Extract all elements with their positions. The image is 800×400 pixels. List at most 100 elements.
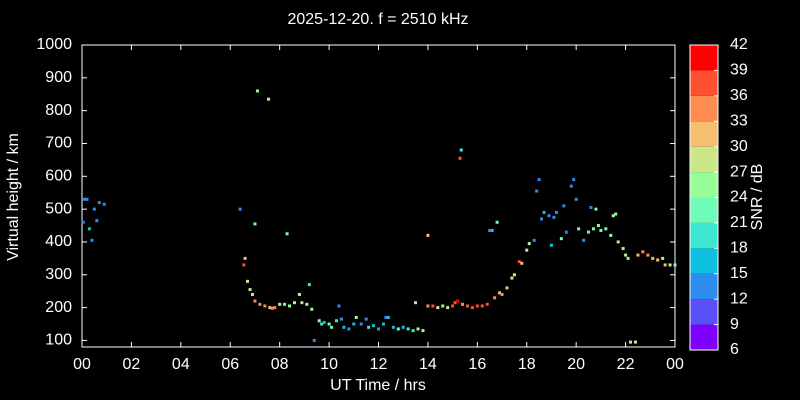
y-tick-label: 500 bbox=[45, 200, 72, 217]
data-point bbox=[493, 296, 497, 300]
x-tick-label: 18 bbox=[518, 356, 536, 373]
data-point bbox=[554, 210, 558, 214]
x-tick-label: 00 bbox=[666, 356, 684, 373]
data-point bbox=[372, 324, 376, 328]
data-point bbox=[451, 304, 455, 308]
data-point bbox=[253, 299, 257, 303]
data-point bbox=[505, 286, 509, 290]
data-point bbox=[334, 319, 338, 323]
data-point bbox=[310, 307, 314, 311]
x-tick-label: 12 bbox=[370, 356, 388, 373]
data-point bbox=[238, 207, 242, 211]
data-point bbox=[312, 338, 316, 342]
colorbar-bin bbox=[690, 45, 718, 71]
colorbar-tick-label: 12 bbox=[730, 290, 748, 307]
data-point bbox=[406, 327, 410, 331]
data-point bbox=[288, 304, 292, 308]
data-point bbox=[339, 317, 343, 321]
data-point bbox=[97, 201, 101, 205]
data-point bbox=[92, 207, 96, 211]
data-point bbox=[456, 299, 460, 303]
x-tick-label: 00 bbox=[73, 356, 91, 373]
colorbar-bin bbox=[690, 222, 718, 249]
data-point bbox=[436, 306, 440, 310]
data-point bbox=[300, 301, 304, 305]
data-point bbox=[297, 292, 301, 296]
colorbar-bin bbox=[690, 324, 718, 350]
data-point bbox=[459, 148, 463, 152]
colorbar-tick-label: 6 bbox=[730, 341, 739, 358]
data-point bbox=[426, 233, 430, 237]
y-tick-label: 300 bbox=[45, 266, 72, 283]
data-point bbox=[589, 205, 593, 209]
data-point bbox=[426, 304, 430, 308]
data-point bbox=[621, 247, 625, 251]
colorbar-tick-label: 21 bbox=[730, 214, 748, 231]
data-point bbox=[305, 302, 309, 306]
data-point bbox=[609, 233, 613, 237]
colorbar-tick-label: 18 bbox=[730, 240, 748, 257]
data-point bbox=[268, 306, 272, 310]
data-point bbox=[243, 256, 247, 260]
colorbar-bin bbox=[690, 121, 718, 147]
data-point bbox=[416, 327, 420, 331]
data-point bbox=[82, 197, 86, 201]
data-point bbox=[537, 178, 541, 182]
colorbar-tick-label: 15 bbox=[730, 265, 748, 282]
data-point bbox=[322, 320, 326, 324]
data-point bbox=[520, 261, 524, 265]
data-point bbox=[604, 227, 608, 231]
colorbar-label: SNR / dB bbox=[749, 164, 766, 231]
data-point bbox=[641, 250, 645, 254]
data-point bbox=[441, 304, 445, 308]
data-point bbox=[359, 322, 363, 326]
x-tick-label: 20 bbox=[567, 356, 585, 373]
data-point bbox=[102, 202, 106, 206]
data-point bbox=[636, 253, 640, 257]
data-point bbox=[367, 325, 371, 329]
x-tick-label: 04 bbox=[172, 356, 190, 373]
data-point bbox=[270, 306, 274, 310]
data-point bbox=[599, 228, 603, 232]
data-point bbox=[263, 304, 267, 308]
data-point bbox=[253, 222, 257, 226]
y-axis-label: Virtual height / km bbox=[5, 133, 22, 261]
data-point bbox=[446, 306, 450, 310]
data-point bbox=[569, 184, 573, 188]
x-tick-label: 08 bbox=[271, 356, 289, 373]
y-tick-label: 100 bbox=[45, 332, 72, 349]
data-point bbox=[656, 258, 660, 262]
data-point bbox=[616, 240, 620, 244]
data-point bbox=[651, 256, 655, 260]
data-point bbox=[258, 302, 262, 306]
data-point bbox=[386, 315, 390, 319]
colorbar-bin bbox=[690, 248, 718, 274]
data-point bbox=[663, 263, 667, 267]
colorbar-bin bbox=[690, 273, 718, 300]
data-point bbox=[307, 283, 311, 287]
colorbar-bin bbox=[690, 95, 718, 122]
data-point bbox=[624, 253, 628, 257]
data-point bbox=[485, 302, 489, 306]
x-tick-label: 06 bbox=[221, 356, 239, 373]
colorbar-bin bbox=[690, 70, 718, 96]
data-point bbox=[629, 340, 633, 344]
data-point bbox=[559, 237, 563, 241]
data-point bbox=[633, 340, 637, 344]
data-point bbox=[246, 279, 250, 283]
data-point bbox=[85, 197, 89, 201]
data-point bbox=[574, 197, 578, 201]
data-point bbox=[317, 319, 321, 323]
colorbar-tick-label: 24 bbox=[730, 189, 748, 206]
data-point bbox=[532, 238, 536, 242]
colorbar-tick-label: 42 bbox=[730, 36, 748, 53]
data-point bbox=[342, 325, 346, 329]
data-point bbox=[475, 304, 479, 308]
data-point bbox=[668, 263, 672, 267]
data-point bbox=[327, 322, 331, 326]
data-point bbox=[95, 219, 99, 223]
data-point bbox=[87, 227, 91, 231]
colorbar-bin bbox=[690, 172, 718, 198]
